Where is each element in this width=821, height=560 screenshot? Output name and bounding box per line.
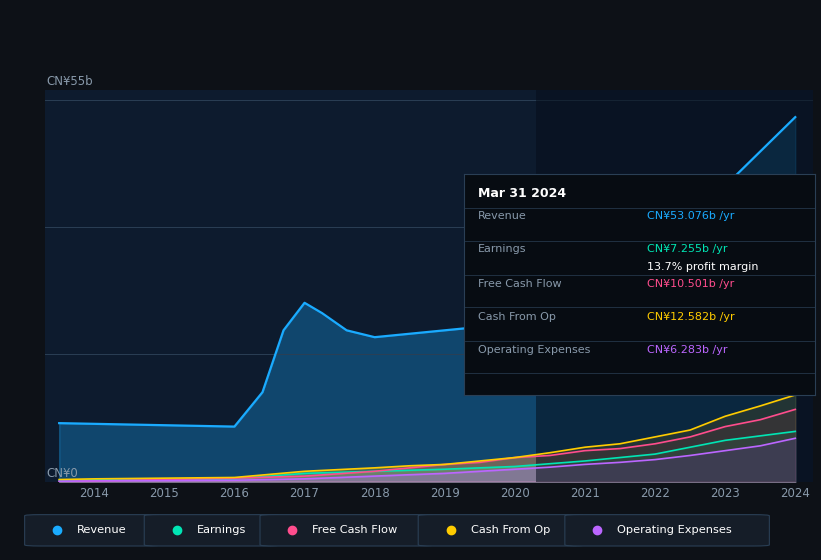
Text: Mar 31 2024: Mar 31 2024 (478, 187, 566, 200)
Text: CN¥10.501b /yr: CN¥10.501b /yr (647, 279, 734, 288)
Text: CN¥53.076b /yr: CN¥53.076b /yr (647, 211, 734, 221)
FancyBboxPatch shape (260, 515, 433, 546)
FancyBboxPatch shape (144, 515, 279, 546)
Text: CN¥0: CN¥0 (46, 466, 78, 479)
Text: Earnings: Earnings (197, 525, 246, 535)
Text: Free Cash Flow: Free Cash Flow (313, 525, 397, 535)
Text: Cash From Op: Cash From Op (470, 525, 550, 535)
Text: 13.7% profit margin: 13.7% profit margin (647, 262, 758, 272)
Text: Revenue: Revenue (478, 211, 526, 221)
FancyBboxPatch shape (25, 515, 160, 546)
Text: CN¥6.283b /yr: CN¥6.283b /yr (647, 345, 727, 355)
Text: CN¥55b: CN¥55b (46, 74, 93, 87)
Text: Operating Expenses: Operating Expenses (478, 345, 590, 355)
Text: CN¥12.582b /yr: CN¥12.582b /yr (647, 312, 734, 322)
Text: Revenue: Revenue (77, 525, 126, 535)
Text: Operating Expenses: Operating Expenses (617, 525, 732, 535)
FancyBboxPatch shape (565, 515, 769, 546)
FancyBboxPatch shape (418, 515, 585, 546)
Text: Free Cash Flow: Free Cash Flow (478, 279, 562, 288)
Text: Cash From Op: Cash From Op (478, 312, 556, 322)
Bar (536, 90, 816, 482)
Text: CN¥7.255b /yr: CN¥7.255b /yr (647, 244, 727, 254)
Text: Earnings: Earnings (478, 244, 526, 254)
